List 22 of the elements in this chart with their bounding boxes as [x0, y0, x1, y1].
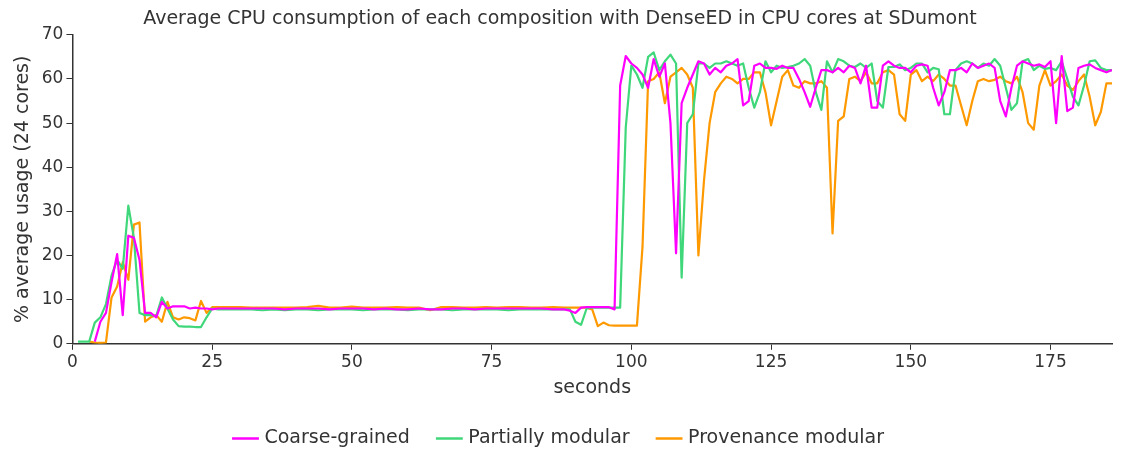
- x-tick-label: 150: [894, 351, 928, 372]
- x-tick-label: 25: [201, 351, 223, 372]
- legend-label: Provenance modular: [688, 425, 885, 448]
- x-tick-label: 175: [1034, 351, 1067, 372]
- y-tick-label: 70: [41, 23, 64, 44]
- y-tick-label: 0: [52, 332, 64, 353]
- x-tick-label: 125: [754, 351, 788, 372]
- x-tick-label: 0: [67, 351, 78, 372]
- y-tick-label: 10: [41, 288, 64, 309]
- x-axis-title: seconds: [553, 374, 632, 397]
- y-tick-label: 30: [41, 199, 64, 220]
- x-tick-label: 50: [341, 351, 363, 372]
- legend-label: Coarse-grained: [264, 425, 410, 448]
- chart-title: Average CPU consumption of each composition with DenseED in CPU cores at SDumont: [143, 6, 977, 29]
- y-tick-label: 60: [41, 67, 64, 88]
- legend-label: Partially modular: [468, 425, 630, 448]
- y-tick-label: 50: [41, 111, 64, 132]
- y-tick-label: 40: [41, 155, 64, 176]
- x-tick-label: 75: [480, 351, 503, 372]
- y-tick-label: 20: [41, 243, 64, 264]
- x-tick-label: 100: [615, 351, 648, 372]
- y-axis-title: % average usage (24 cores): [10, 55, 33, 323]
